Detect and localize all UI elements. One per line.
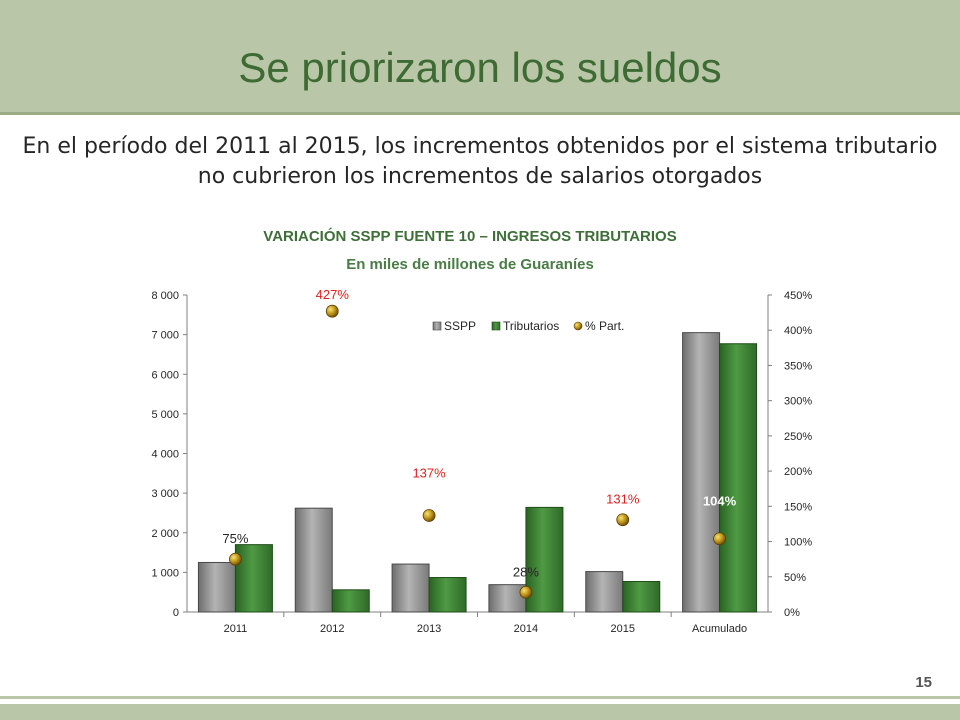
bar-tributarios <box>525 506 564 613</box>
right-tick-label: 450% <box>784 290 812 302</box>
right-tick-label: 200% <box>784 466 812 478</box>
right-tick-label: 50% <box>784 572 806 584</box>
part-data-label: 75% <box>222 531 248 546</box>
left-tick-label: 8 000 <box>151 290 179 302</box>
part-data-label: 104% <box>703 494 737 509</box>
left-tick-label: 0 <box>173 607 179 619</box>
right-tick-label: 100% <box>784 537 812 549</box>
bar-tributarios <box>622 580 661 613</box>
right-tick-label: 150% <box>784 501 812 513</box>
left-tick-label: 6 000 <box>151 369 179 381</box>
x-tick-label: 2013 <box>417 623 441 635</box>
combo-chart: 0 1 000 2 000 3 000 4 000 5 000 6 000 7 000 8 00… <box>151 287 812 635</box>
footer-band <box>0 704 960 720</box>
header-band <box>0 0 960 112</box>
left-tick-label: 2 000 <box>151 528 179 540</box>
right-tick-label: 400% <box>784 325 812 337</box>
part-marker <box>422 509 436 522</box>
slide-title: Se priorizaron los sueldos <box>238 44 722 91</box>
left-tick-label: 4 000 <box>151 449 179 461</box>
legend-label-tributarios: Tributarios <box>503 319 559 333</box>
part-marker <box>325 304 339 318</box>
bar-sspp <box>682 332 721 613</box>
bar-sspp <box>585 571 624 613</box>
bar-tributarios <box>331 589 370 613</box>
part-data-label: 137% <box>412 465 446 480</box>
legend-swatch-tributarios <box>491 321 501 331</box>
slide-subtitle: En el período del 2011 al 2015, los incr… <box>22 134 938 189</box>
legend-swatch-part <box>573 321 583 331</box>
part-data-label: 28% <box>513 564 539 579</box>
part-marker <box>616 513 630 527</box>
legend-swatch-sspp <box>432 321 442 331</box>
left-tick-label: 5 000 <box>151 409 179 421</box>
bar-sspp <box>294 507 333 613</box>
x-tick-label: 2012 <box>320 623 344 635</box>
part-marker <box>229 552 242 566</box>
right-tick-label: 250% <box>784 431 812 443</box>
bar-tributarios <box>428 577 467 613</box>
legend-label-part: % Part. <box>585 319 624 333</box>
part-marker <box>519 585 533 599</box>
page-number: 15 <box>915 674 932 691</box>
chart-title: VARIACIÓN SSPP FUENTE 10 – INGRESOS TRIB… <box>263 228 677 245</box>
x-tick-label: 2011 <box>224 623 248 635</box>
bar-sspp <box>488 584 527 613</box>
header-divider <box>0 112 960 115</box>
left-tick-label: 7 000 <box>151 330 179 342</box>
right-tick-label: 300% <box>784 396 812 408</box>
bar-sspp <box>197 561 236 613</box>
bar-tributarios <box>719 343 758 613</box>
part-data-label: 427% <box>316 287 350 302</box>
x-tick-label: 2014 <box>514 623 538 635</box>
right-tick-label: 0% <box>784 607 800 619</box>
legend-label-sspp: SSPP <box>444 319 476 333</box>
bar-tributarios <box>234 544 273 613</box>
right-tick-label: 350% <box>784 360 812 372</box>
footer-divider <box>0 696 960 699</box>
part-marker <box>713 532 726 546</box>
chart-subtitle: En miles de millones de Guaraníes <box>346 256 594 273</box>
x-tick-label: Acumulado <box>692 623 747 635</box>
bar-sspp <box>391 563 430 613</box>
left-tick-label: 3 000 <box>151 488 179 500</box>
left-tick-label: 1 000 <box>151 567 179 579</box>
part-data-label: 131% <box>606 492 640 507</box>
x-tick-label: 2015 <box>611 623 635 635</box>
